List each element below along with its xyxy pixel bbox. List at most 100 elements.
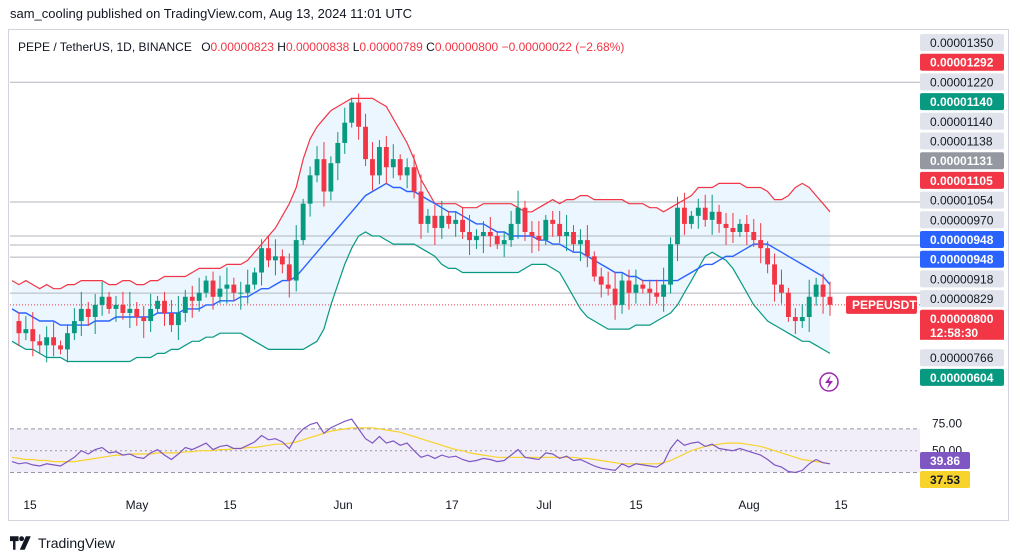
candle-body [695, 207, 701, 216]
time-tick-label: 17 [445, 498, 459, 512]
price-label: 12:58:30 [930, 326, 978, 340]
candle-body [342, 122, 348, 143]
candle-body [321, 159, 327, 192]
lightning-icon[interactable] [819, 372, 839, 392]
candle-body [363, 126, 368, 160]
candle-body [120, 304, 126, 313]
candle-body [99, 296, 105, 305]
candle-body [813, 284, 819, 297]
chart-extras [819, 372, 839, 392]
candle-body [688, 215, 694, 224]
candle-body [169, 312, 174, 326]
time-tick-label: 15 [223, 498, 237, 512]
candle-body [550, 219, 556, 224]
candle-body [411, 167, 417, 192]
candle-body [266, 248, 271, 261]
candle-body [259, 248, 264, 273]
candle-body [231, 284, 237, 293]
open-label: O [201, 40, 211, 54]
candle-body [751, 232, 757, 241]
price-axis: 0.00001350 0.00001292 0.00001220 0.00001140… [846, 34, 1004, 488]
price-label: 0.00000948 [930, 253, 994, 267]
candle-body [65, 333, 70, 350]
candle-body [404, 167, 410, 176]
candle-body [820, 284, 826, 297]
candle-body [640, 284, 646, 289]
candle-body [356, 102, 362, 127]
price-label: 0.00001292 [930, 56, 994, 70]
price-label: 0.00000918 [930, 272, 994, 286]
candle-body [779, 284, 784, 293]
price-label: 0.00001131 [930, 154, 993, 168]
close-label: C [426, 40, 435, 54]
candle-body [182, 296, 188, 313]
candle-body [529, 232, 535, 237]
price-label-box [920, 93, 1004, 111]
low-label: L [352, 40, 360, 54]
candle-body [203, 280, 209, 293]
candle-body [92, 304, 98, 317]
candle-body [370, 159, 375, 176]
candle-body [633, 284, 639, 293]
candle-body [58, 345, 63, 350]
close-value: 0.00000800 [434, 40, 499, 54]
candle-body [328, 163, 334, 192]
rsi-tick-label: 75.00 [932, 416, 962, 430]
symbol-label: PEPE / TetherUS, 1D, BINANCE [18, 40, 192, 54]
candle-body [453, 219, 459, 224]
candle-body [543, 219, 549, 241]
candle-body [238, 292, 244, 294]
candle-body [522, 207, 528, 232]
candle-body [30, 329, 36, 342]
ohlc-legend: PEPE / TetherUS, 1D, BINANCE O0.00000823… [18, 40, 624, 54]
candle-body [480, 232, 486, 237]
candle-body [716, 211, 722, 224]
rsi-line [11, 418, 831, 474]
time-tick-label: Aug [738, 498, 759, 512]
candle-body [661, 284, 667, 297]
high-value: 0.00000838 [285, 40, 350, 54]
candle-body [217, 288, 223, 297]
price-label: 0.00001140 [930, 115, 993, 129]
rsi-pane [10, 418, 920, 474]
candle-body [792, 317, 798, 322]
candle-body [446, 215, 452, 224]
candle-body [425, 215, 431, 224]
rsi-ma-box [920, 471, 970, 488]
tradingview-logo-icon [10, 536, 31, 550]
price-label: 0.00001105 [930, 174, 993, 188]
price-label: 0.00001350 [930, 36, 994, 50]
time-tick-label: May [126, 498, 149, 512]
candle-body [162, 300, 167, 313]
bb-lower-line [11, 231, 831, 363]
time-tick-label: Jun [333, 498, 352, 512]
candle-body [397, 159, 403, 176]
candle-body [598, 276, 604, 285]
candle-body [189, 296, 195, 301]
price-label: 0.00000948 [930, 233, 994, 247]
price-label: 0.00000604 [930, 371, 994, 385]
candle-body [134, 308, 140, 317]
time-tick-label: 15 [23, 498, 37, 512]
candle-body [300, 203, 306, 241]
candle-body [155, 300, 161, 309]
candle-body [16, 321, 22, 334]
price-label-box [920, 152, 1004, 170]
open-value: 0.00000823 [210, 40, 274, 54]
candle-body [224, 284, 230, 289]
time-tick-label: 15 [834, 498, 848, 512]
footer-brand[interactable]: TradingView [10, 535, 115, 551]
price-label-box [920, 270, 1004, 288]
time-tick-label: Jul [536, 498, 551, 512]
change-value: −0.00000022 (−2.68%) [501, 40, 625, 54]
candle-body [536, 236, 542, 241]
price-label: 0.00000970 [930, 213, 994, 227]
candle-body [383, 147, 389, 168]
candle-body [307, 175, 313, 204]
candle-body [432, 215, 438, 228]
candle-body [564, 232, 570, 237]
candle-body [293, 240, 299, 281]
candle-body [210, 280, 216, 297]
candlesticks [16, 93, 833, 363]
